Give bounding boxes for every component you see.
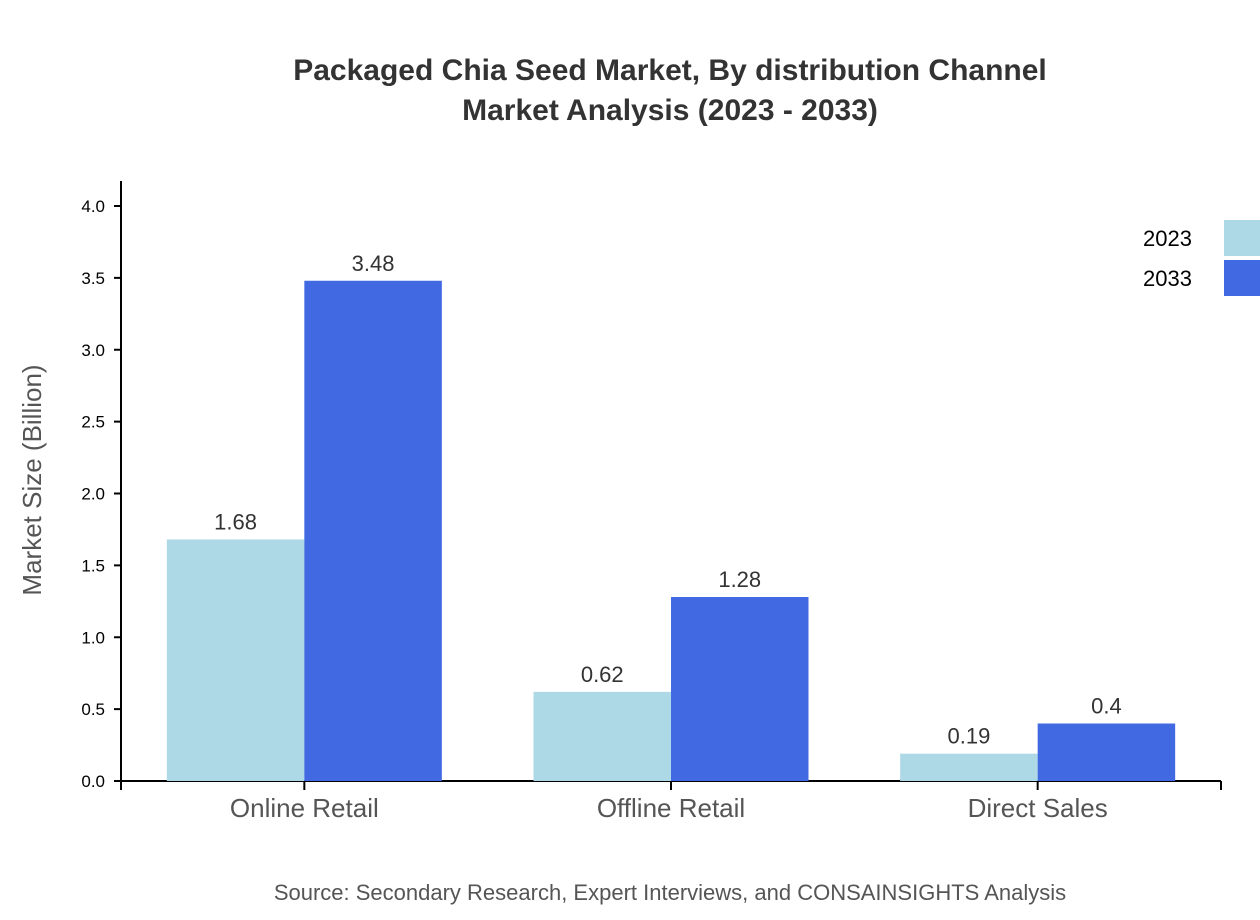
data-label: 3.48 [352, 251, 395, 276]
bar-2023 [533, 691, 671, 781]
y-tick-label: 1.5 [81, 556, 105, 575]
y-axis-label: Market Size (Billion) [17, 364, 47, 595]
x-tick-label: Offline Retail [597, 793, 745, 823]
y-tick-label: 2.0 [81, 485, 105, 504]
y-tick-label: 4.0 [81, 197, 105, 216]
data-label: 0.19 [948, 724, 991, 749]
data-label: 1.68 [214, 510, 257, 535]
chart-title-line2: Market Analysis (2023 - 2033) [462, 94, 878, 127]
chart-title-line1: Packaged Chia Seed Market, By distributi… [293, 54, 1047, 87]
y-tick-label: 3.0 [81, 341, 105, 360]
bar-2033 [1037, 723, 1176, 781]
bar-2023 [900, 753, 1038, 781]
x-tick-label: Direct Sales [968, 793, 1108, 823]
bar-2023 [166, 539, 305, 781]
y-tick-label: 3.5 [81, 269, 105, 288]
y-tick-label: 2.5 [81, 413, 105, 432]
legend-swatch-2023 [1224, 220, 1260, 256]
legend-swatch-2033 [1224, 260, 1260, 296]
y-tick-label: 0.0 [81, 772, 105, 791]
bar-2033 [671, 597, 809, 781]
legend-label: 2033 [1143, 266, 1192, 291]
data-label: 1.28 [718, 567, 761, 592]
legend-label: 2023 [1143, 226, 1192, 251]
y-tick-label: 1.0 [81, 628, 105, 647]
data-label: 0.4 [1091, 694, 1122, 719]
data-label: 0.62 [581, 662, 624, 687]
source-note: Source: Secondary Research, Expert Inter… [274, 880, 1066, 905]
bar-2033 [304, 280, 442, 781]
y-tick-label: 0.5 [81, 700, 105, 719]
x-tick-label: Online Retail [230, 793, 379, 823]
